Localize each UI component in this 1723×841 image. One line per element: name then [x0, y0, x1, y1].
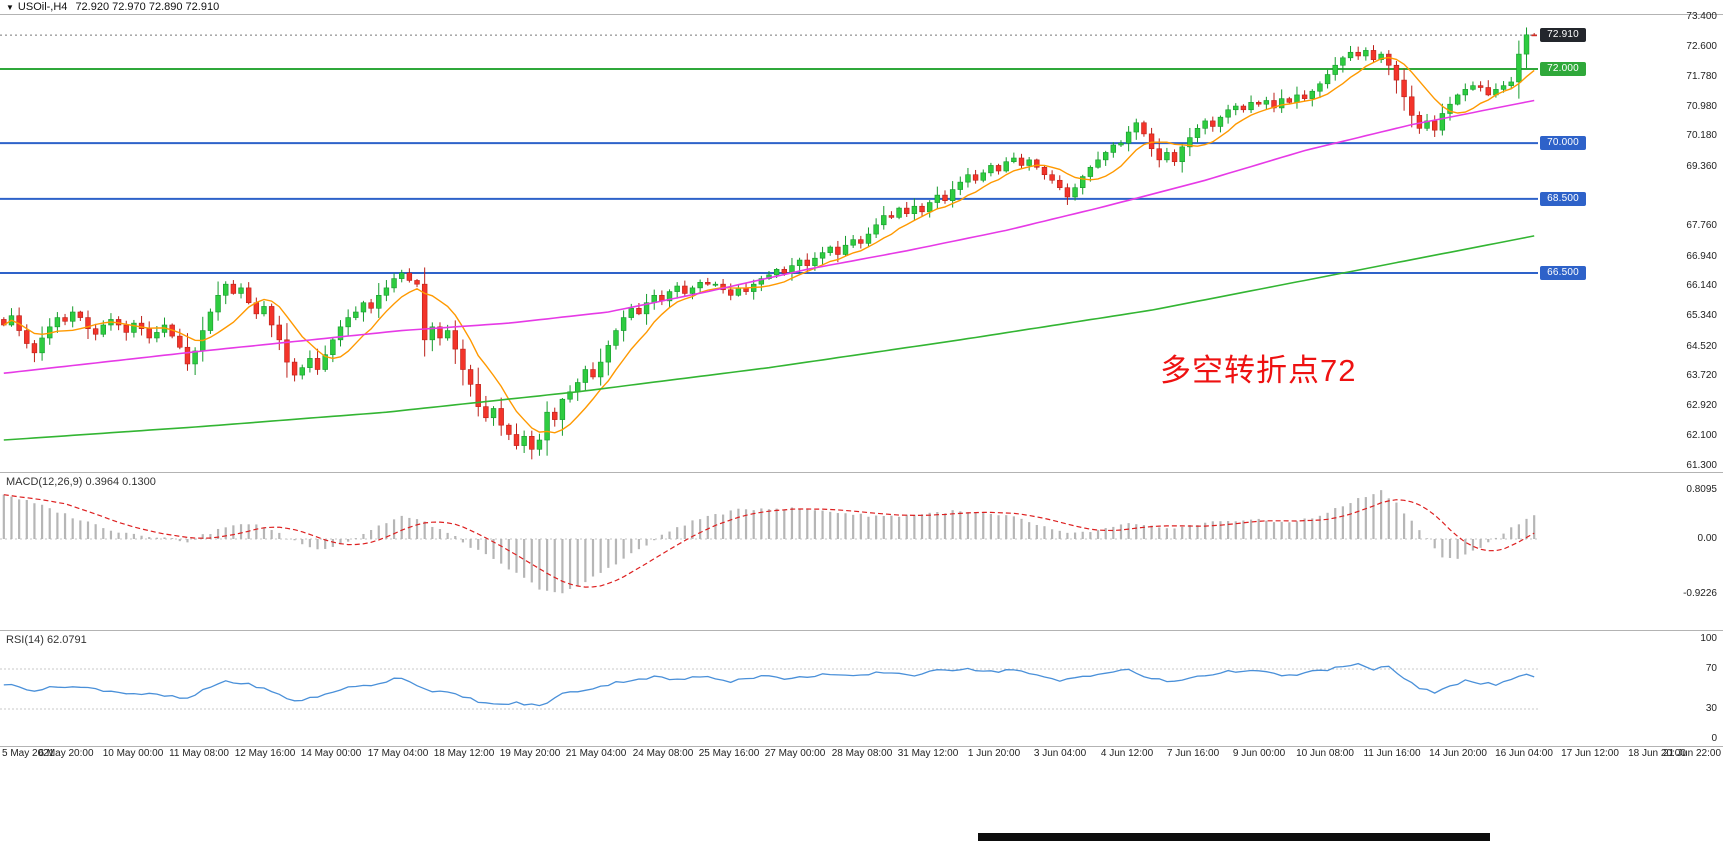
price-chart-canvas[interactable] [0, 14, 1538, 472]
price-tick-label: 70.980 [1686, 100, 1717, 112]
price-tick-label: 62.920 [1686, 399, 1717, 411]
price-tick-label: 61.300 [1686, 459, 1717, 471]
time-axis-label: 11 May 08:00 [169, 748, 229, 759]
panel-separator [0, 14, 1723, 15]
price-tick-label: 65.340 [1686, 310, 1717, 322]
ma-fast-line [3, 56, 1535, 434]
level-price-badge: 70.000 [1540, 136, 1586, 151]
price-tick-label: 66.940 [1686, 250, 1717, 262]
price-tick-label: 64.520 [1686, 340, 1717, 352]
macd-tick-label: -0.9226 [1683, 588, 1717, 600]
price-tick-label: 71.780 [1686, 71, 1717, 83]
macd-indicator-label: MACD(12,26,9) 0.3964 0.1300 [6, 476, 156, 488]
price-tick-label: 72.600 [1686, 40, 1717, 52]
panel-separator [0, 472, 1723, 473]
macd-chart-canvas[interactable] [0, 473, 1538, 630]
time-axis-label: 25 May 16:00 [698, 748, 760, 759]
time-axis-label: 1 Jun 20:00 [967, 748, 1021, 759]
ohlc-readout: 72.920 72.970 72.890 72.910 [75, 1, 220, 13]
ma-mid-line [3, 99, 1535, 374]
panel-separator [0, 746, 1723, 747]
time-axis-label: 18 Jun 20:00 [1628, 748, 1686, 759]
time-axis-label: 19 May 20:00 [499, 748, 561, 759]
candlestick-series [1, 27, 1537, 460]
macd-tick-label: 0.00 [1697, 533, 1717, 544]
level-price-badge: 66.500 [1540, 266, 1586, 281]
time-axis-label: 28 May 08:00 [831, 748, 893, 759]
time-axis-label: 18 May 12:00 [433, 748, 495, 759]
time-axis-label: 3 Jun 04:00 [1033, 748, 1087, 759]
time-axis-label: 9 Jun 00:00 [1232, 748, 1286, 759]
time-axis-label: 17 May 04:00 [367, 748, 429, 759]
time-axis-label: 14 Jun 20:00 [1429, 748, 1487, 759]
rsi-chart-canvas[interactable] [0, 631, 1538, 746]
price-tick-label: 62.100 [1686, 430, 1717, 442]
time-axis-label: 24 May 08:00 [632, 748, 694, 759]
time-axis-label: 31 May 12:00 [897, 748, 959, 759]
taskbar-strip[interactable] [978, 833, 1490, 841]
time-axis-label: 10 May 00:00 [102, 748, 164, 759]
macd-histogram [2, 490, 1536, 594]
panel-separator [0, 630, 1723, 631]
price-tick-label: 67.760 [1686, 220, 1717, 232]
time-axis-label: 21 Jun 22:00 [1663, 748, 1721, 759]
ma-slow-line [3, 235, 1535, 441]
symbol-timeframe-label: USOil-,H4 [17, 1, 68, 13]
level-price-badge: 72.000 [1540, 61, 1586, 76]
level-lines [0, 67, 1538, 275]
level-price-badge: 68.500 [1540, 191, 1586, 206]
macd-signal-line [3, 494, 1535, 588]
chart-annotation: 多空转折点72 [1160, 353, 1357, 388]
time-axis-label: 10 Jun 08:00 [1296, 748, 1354, 759]
time-axis-label: 11 Jun 16:00 [1363, 748, 1421, 759]
time-axis-label: 27 May 00:00 [764, 748, 826, 759]
rsi-tick-label: 100 [1700, 633, 1717, 644]
time-axis: 5 May 2021 6 May 20:00 10 May 00:00 11 May … [0, 748, 1723, 762]
price-tick-label: 66.140 [1686, 280, 1717, 292]
current-price-badge: 72.910 [1540, 28, 1586, 43]
time-axis-label: 12 May 16:00 [234, 748, 296, 759]
price-tick-label: 69.360 [1686, 160, 1717, 172]
time-axis-label: 5 May 2021 [2, 748, 55, 759]
chart-header: ▼ USOil-,H4 72.920 72.970 72.890 72.910 [6, 1, 219, 14]
rsi-indicator-label: RSI(14) 62.0791 [6, 634, 87, 646]
time-axis-label: 4 Jun 12:00 [1100, 748, 1154, 759]
rsi-tick-label: 30 [1705, 703, 1717, 714]
price-tick-label: 73.400 [1686, 11, 1717, 22]
rsi-tick-label: 70 [1705, 663, 1717, 674]
time-axis-label: 14 May 00:00 [300, 748, 362, 759]
rsi-line [3, 662, 1535, 707]
time-axis-label: 6 May 20:00 [38, 748, 94, 759]
price-tick-label: 63.720 [1686, 370, 1717, 382]
symbol-dropdown-icon[interactable]: ▼ [6, 3, 14, 12]
time-axis-label: 7 Jun 16:00 [1166, 748, 1220, 759]
time-axis-label: 16 Jun 04:00 [1495, 748, 1553, 759]
time-axis-label: 21 May 04:00 [565, 748, 627, 759]
price-tick-label: 70.180 [1686, 130, 1717, 142]
rsi-tick-label: 0 [1711, 733, 1717, 744]
macd-tick-label: 0.8095 [1686, 484, 1717, 496]
time-axis-label: 17 Jun 12:00 [1561, 748, 1619, 759]
